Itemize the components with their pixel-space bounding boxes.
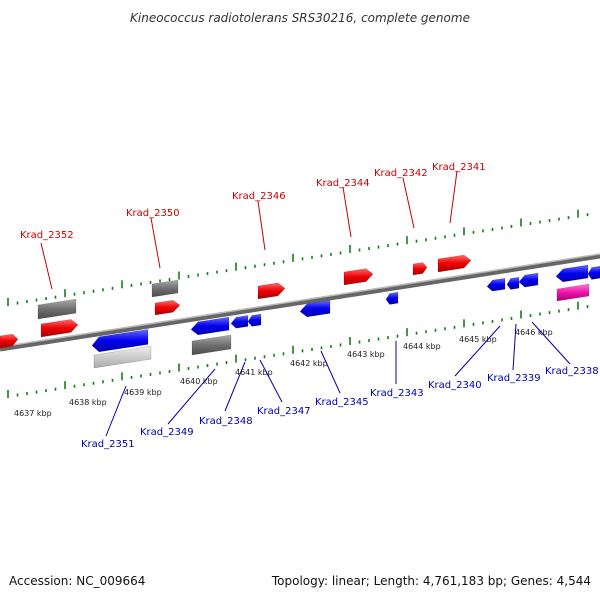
gene-leader-line — [224, 361, 246, 412]
gene-glyph[interactable] — [0, 333, 19, 349]
scale-label: 4643 kbp — [347, 350, 385, 359]
gene-glyph[interactable] — [437, 254, 472, 273]
gene-glyph[interactable] — [257, 282, 286, 300]
gene-label-krad-2349[interactable]: Krad_2349 — [140, 427, 194, 438]
scale-label: 4637 kbp — [14, 409, 52, 418]
gene-glyph[interactable] — [486, 277, 506, 292]
gene-label-krad-2343[interactable]: Krad_2343 — [370, 388, 424, 399]
gene-label-krad-2344[interactable]: Krad_2344 — [316, 178, 370, 189]
gene-glyph[interactable] — [40, 319, 79, 338]
gene-glyph[interactable] — [556, 283, 590, 302]
scale-label: 4642 kbp — [290, 359, 328, 368]
gene-glyph[interactable] — [230, 315, 249, 329]
gene-glyph[interactable] — [191, 334, 232, 356]
gene-glyph[interactable] — [385, 291, 399, 305]
gene-leader-line — [150, 217, 161, 269]
gene-leader-line — [454, 325, 501, 377]
scale-labels: 4637 kbp 4638 kbp 4639 kbp 4640 kbp 4641… — [14, 328, 553, 418]
gene-label-krad-2341[interactable]: Krad_2341 — [432, 162, 486, 173]
gene-leader-line — [512, 323, 517, 371]
gene-label-krad-2346[interactable]: Krad_2346 — [232, 191, 286, 202]
gene-glyph[interactable] — [506, 276, 520, 290]
gene-glyph[interactable] — [37, 298, 77, 320]
gene-label-krad-2352[interactable]: Krad_2352 — [20, 230, 74, 241]
gene-label-krad-2348[interactable]: Krad_2348 — [199, 416, 253, 427]
track-layer — [0, 253, 600, 352]
gene-glyph[interactable] — [247, 313, 262, 327]
gene-label-krad-2340[interactable]: Krad_2340 — [428, 380, 482, 391]
gene-glyph[interactable] — [154, 299, 181, 316]
genes-layer — [0, 254, 600, 369]
gene-label-krad-2351[interactable]: Krad_2351 — [81, 439, 135, 450]
genome-summary-text: Topology: linear; Length: 4,761,183 bp; … — [271, 574, 591, 588]
gene-glyph[interactable] — [299, 300, 331, 318]
gene-leader-line — [105, 385, 127, 437]
scale-label: 4644 kbp — [403, 342, 441, 351]
genome-backbone-highlight — [0, 253, 600, 348]
gene-glyph[interactable] — [587, 265, 600, 280]
bottom-gene-labels: Krad_2351 Krad_2349 Krad_2348 Krad_2347 … — [81, 321, 599, 450]
gene-label-krad-2347[interactable]: Krad_2347 — [257, 406, 311, 417]
scale-ticks-bottom — [7, 301, 589, 398]
gene-glyph[interactable] — [343, 268, 374, 286]
gene-glyph[interactable] — [190, 316, 230, 336]
gene-glyph[interactable] — [518, 272, 539, 288]
gene-leader-line — [342, 186, 352, 238]
gene-glyph[interactable] — [151, 279, 179, 298]
gene-leader-line — [320, 350, 341, 394]
gene-leader-line — [259, 359, 283, 403]
scale-label: 4645 kbp — [459, 335, 497, 344]
top-gene-labels: Krad_2352 Krad_2350 Krad_2346 Krad_2344 … — [20, 162, 486, 290]
scale-label: 4638 kbp — [69, 398, 107, 407]
scale-label: 4639 kbp — [124, 388, 162, 397]
page-title: Kineococcus radiotolerans SRS30216, comp… — [130, 11, 470, 25]
gene-label-krad-2345[interactable]: Krad_2345 — [315, 397, 369, 408]
accession-text: Accession: NC_009664 — [9, 574, 145, 588]
gene-leader-line — [40, 242, 53, 290]
gene-leader-line — [449, 170, 458, 224]
gene-glyph[interactable] — [412, 262, 428, 276]
gene-leader-line — [531, 321, 571, 365]
scale-label: 4640 kbp — [180, 377, 218, 386]
scale-ticks-top — [7, 209, 589, 306]
gene-leader-line — [167, 368, 216, 425]
gene-leader-line — [257, 200, 266, 251]
gene-glyph[interactable] — [93, 345, 152, 369]
gene-label-krad-2339[interactable]: Krad_2339 — [487, 373, 541, 384]
genome-backbone — [0, 253, 600, 352]
gene-label-krad-2338[interactable]: Krad_2338 — [545, 366, 599, 377]
scale-label: 4641 kbp — [235, 368, 273, 377]
gene-label-krad-2342[interactable]: Krad_2342 — [374, 168, 428, 179]
gene-leader-line — [402, 177, 415, 229]
scale-label: 4646 kbp — [515, 328, 553, 337]
gene-glyph[interactable] — [91, 329, 149, 353]
gene-label-krad-2350[interactable]: Krad_2350 — [126, 208, 180, 219]
gene-glyph[interactable] — [555, 264, 589, 283]
